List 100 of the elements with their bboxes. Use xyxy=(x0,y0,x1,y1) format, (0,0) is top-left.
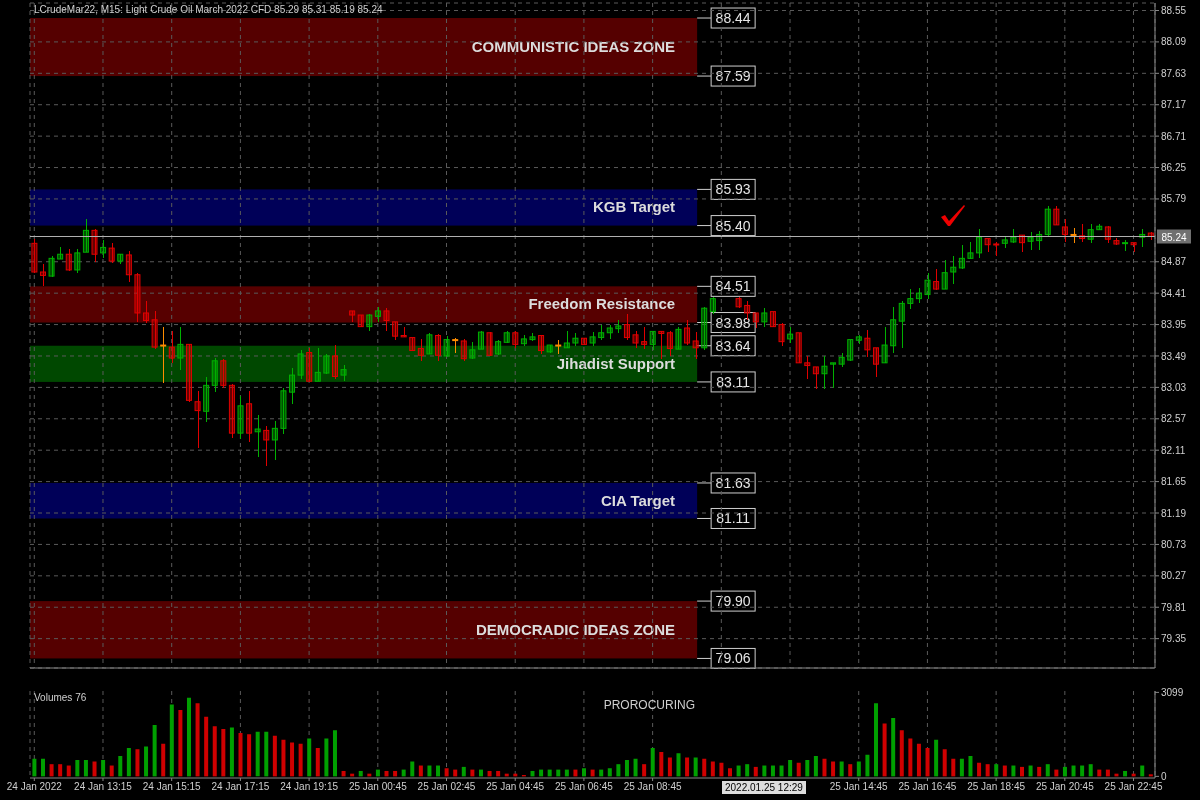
candlestick xyxy=(812,366,819,391)
bar xyxy=(496,770,501,777)
bar xyxy=(1011,765,1016,777)
candlestick xyxy=(168,330,175,364)
bar xyxy=(916,743,921,777)
y-tick-label: 81.65 xyxy=(1161,476,1187,488)
chart-title: LCrudeMar22, M15: Light Crude Oil March 2022 CFD 85.29 85.31 85.19 85.24 xyxy=(34,4,383,15)
y-tick-label: 82.57 xyxy=(1161,413,1187,425)
bar xyxy=(212,726,217,777)
bar xyxy=(934,739,939,777)
bar xyxy=(1140,765,1145,777)
candlestick xyxy=(1061,218,1068,243)
candlestick xyxy=(958,244,965,270)
annotation: 85.93 xyxy=(715,181,751,198)
candlestick xyxy=(761,306,768,328)
candlestick xyxy=(246,390,253,443)
bar xyxy=(384,770,389,777)
candlestick xyxy=(692,331,699,360)
y-tick-label: 88.55 xyxy=(1161,5,1187,17)
bar xyxy=(667,757,672,777)
candlestick xyxy=(847,338,854,363)
bar xyxy=(994,764,999,777)
bar xyxy=(126,747,131,777)
candlestick xyxy=(160,326,167,385)
bar xyxy=(272,735,277,777)
annotation: 81.63 xyxy=(715,474,751,491)
bar xyxy=(341,770,346,777)
bar xyxy=(221,728,226,777)
bar xyxy=(891,718,896,777)
x-tick-label: 25 Jan 22:45 xyxy=(1104,781,1163,793)
bar xyxy=(307,738,312,777)
candlestick xyxy=(623,313,630,341)
x-tick-label: 25 Jan 14:45 xyxy=(829,781,889,793)
bar xyxy=(685,757,690,777)
candlestick xyxy=(417,338,424,362)
candlestick xyxy=(898,299,905,349)
candlestick xyxy=(941,258,948,290)
y-tick-label: 84.87 xyxy=(1161,256,1187,268)
candlestick xyxy=(108,242,115,264)
bar xyxy=(1062,766,1067,777)
candlestick xyxy=(31,238,38,275)
bar xyxy=(813,756,818,777)
candlestick xyxy=(74,248,81,274)
candlestick xyxy=(1087,223,1094,245)
x-tick-label: 25 Jan 02:45 xyxy=(417,781,476,793)
annotation: PROROCURING xyxy=(602,698,695,712)
bar xyxy=(719,762,724,777)
y-tick-label: 83.95 xyxy=(1161,319,1187,331)
candlestick xyxy=(486,331,493,357)
annotation: 83.98 xyxy=(715,314,751,331)
candlestick xyxy=(830,362,837,389)
bar xyxy=(702,758,707,777)
bar xyxy=(831,761,836,777)
bar xyxy=(1028,765,1033,777)
y-tick-label: 80.73 xyxy=(1161,538,1187,550)
y-tick-label: 3099 xyxy=(1161,686,1184,698)
bar xyxy=(710,761,715,777)
bar xyxy=(659,751,664,777)
candlestick xyxy=(907,288,914,310)
candlestick xyxy=(684,319,691,346)
candlestick xyxy=(1044,205,1051,237)
bar xyxy=(75,760,80,777)
bar xyxy=(358,770,363,777)
candlestick xyxy=(280,387,287,435)
candlestick xyxy=(976,228,983,259)
bar xyxy=(393,770,398,777)
band-label: Jihadist Support xyxy=(556,354,676,372)
candlestick xyxy=(331,344,338,380)
y-tick-label: 81.19 xyxy=(1161,507,1187,519)
candlestick xyxy=(795,332,802,364)
bar xyxy=(899,730,904,777)
bar xyxy=(925,747,930,777)
candlestick xyxy=(65,248,72,273)
y-tick-label: 87.17 xyxy=(1161,99,1187,111)
candlestick xyxy=(314,347,321,382)
bar xyxy=(255,731,260,777)
candlestick xyxy=(872,347,879,378)
bar xyxy=(908,738,913,777)
bar xyxy=(874,703,879,777)
candlestick xyxy=(426,332,433,355)
annotation: 83.11 xyxy=(716,373,751,390)
y-tick-label: 83.03 xyxy=(1161,381,1187,393)
annotation: 79.06 xyxy=(715,650,751,667)
candlestick xyxy=(263,424,270,467)
bar xyxy=(186,697,191,777)
bar xyxy=(848,764,853,777)
bar xyxy=(1148,774,1153,777)
bar xyxy=(315,747,320,777)
bar xyxy=(264,731,269,777)
bar xyxy=(195,703,200,777)
candlestick xyxy=(306,347,313,382)
bar xyxy=(616,764,621,777)
candlestick xyxy=(100,239,107,260)
candlestick xyxy=(890,306,897,354)
candlestick xyxy=(383,306,390,332)
bar xyxy=(83,760,88,777)
bar xyxy=(410,761,415,777)
bar xyxy=(298,743,303,777)
annotation: 87.59 xyxy=(715,68,751,85)
bar xyxy=(332,730,337,777)
